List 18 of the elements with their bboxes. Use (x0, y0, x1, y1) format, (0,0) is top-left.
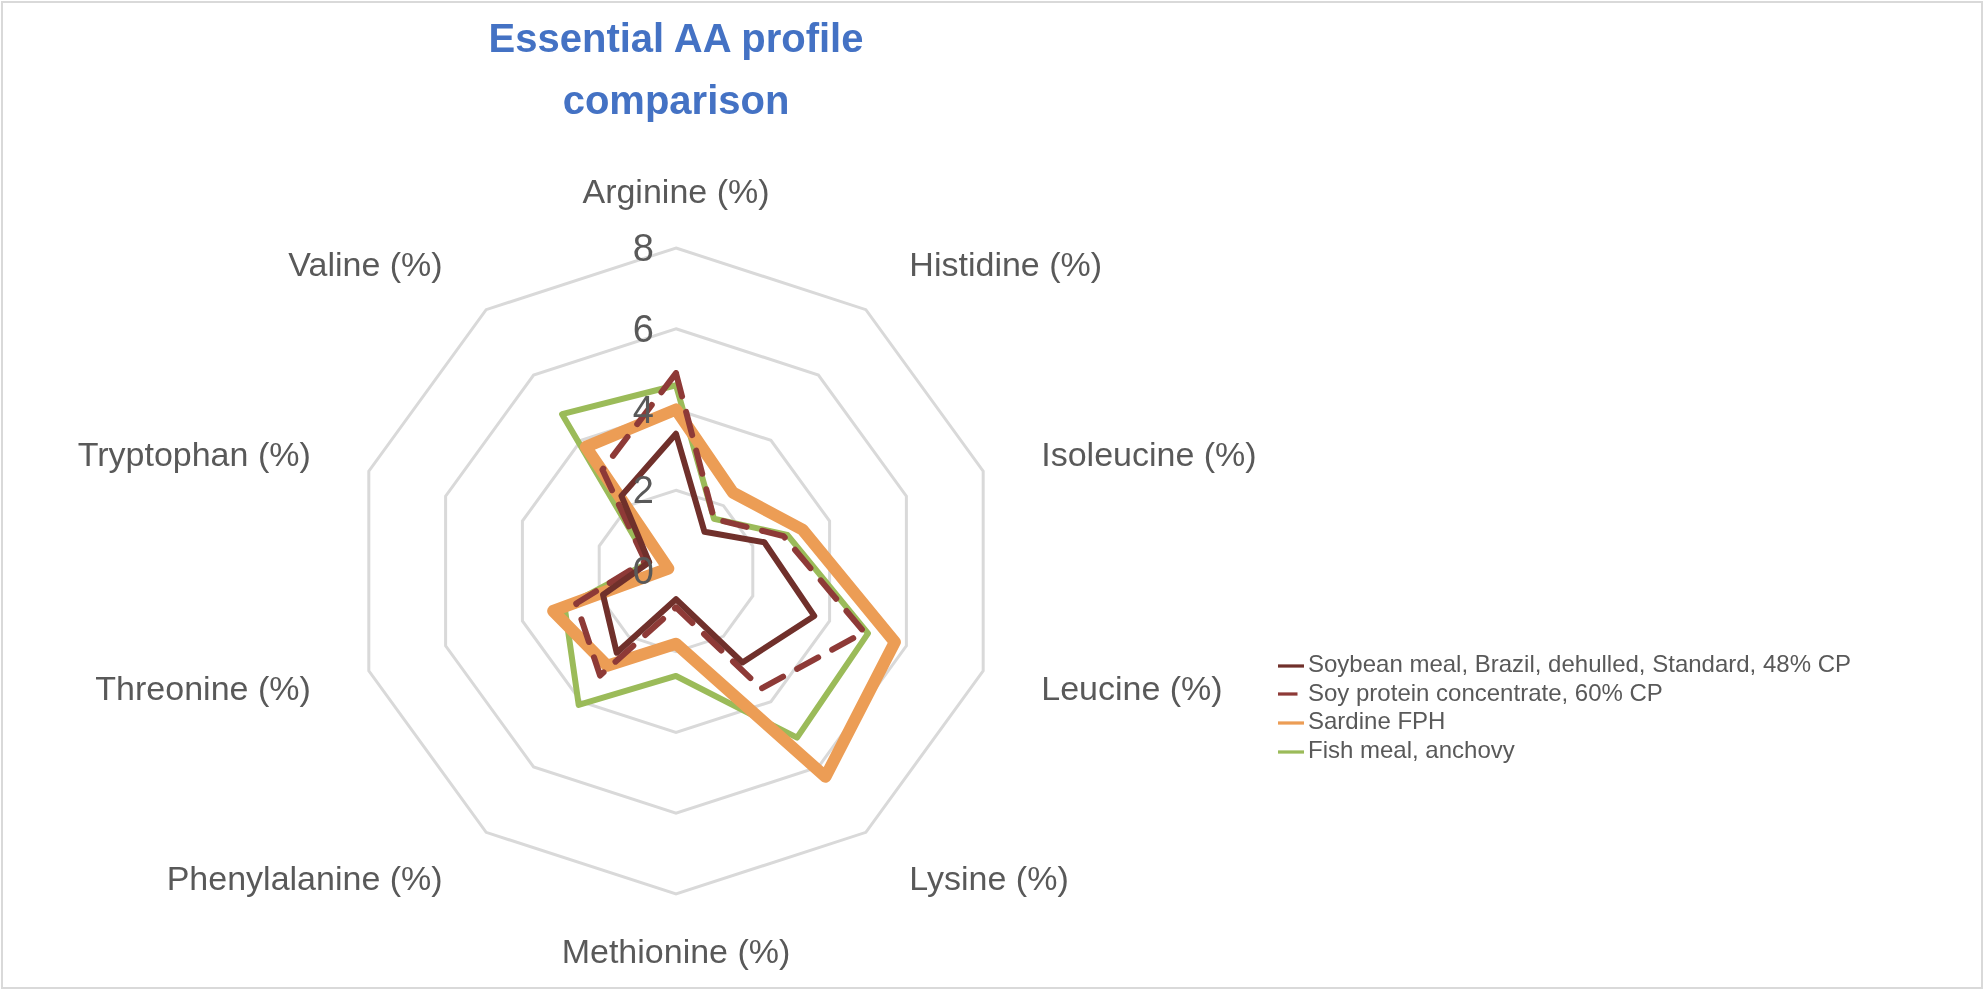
spoke-label: Phenylalanine (%) (166, 859, 443, 898)
y-tick-label: 8 (632, 227, 654, 269)
y-tick-label: 6 (632, 307, 654, 350)
spoke-label: Histidine (%) (909, 244, 1103, 283)
spoke-label: Methionine (%) (561, 932, 791, 970)
legend-label: Soybean meal, Brazil, dehulled, Standard, 48% CP (1308, 650, 1851, 677)
legend-label: Soy protein concentrate, 60% CP (1308, 678, 1663, 706)
spoke-label: Leucine (%) (1041, 669, 1223, 708)
chart-title: Essential AA profile comparison (487, 15, 865, 124)
spoke-label: Valine (%) (288, 244, 443, 283)
legend-label: Sardine FPH (1308, 707, 1446, 735)
y-tick-label: 2 (632, 469, 654, 512)
legend-label: Fish meal, anchovy (1308, 735, 1515, 763)
spoke-label: Arginine (%) (582, 172, 770, 210)
spoke-label: Tryptophan (%) (77, 434, 311, 473)
spoke-label: Threonine (%) (95, 669, 311, 708)
spoke-label: Lysine (%) (909, 859, 1069, 898)
spoke-label: Isoleucine (%) (1041, 434, 1257, 473)
